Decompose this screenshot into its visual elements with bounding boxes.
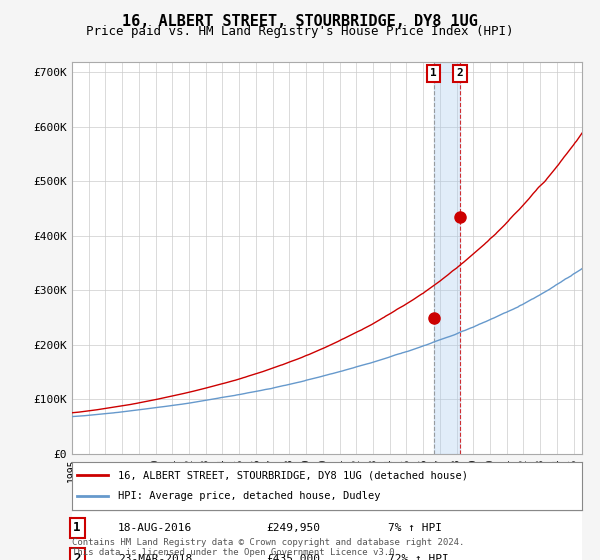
Text: 18-AUG-2016: 18-AUG-2016 (118, 523, 192, 533)
Text: Price paid vs. HM Land Registry's House Price Index (HPI): Price paid vs. HM Land Registry's House … (86, 25, 514, 38)
Text: 1: 1 (73, 521, 81, 534)
Text: 2: 2 (73, 552, 81, 560)
Bar (434, 62, 460, 454)
Text: 7% ↑ HPI: 7% ↑ HPI (388, 523, 442, 533)
Text: 23-MAR-2018: 23-MAR-2018 (118, 554, 192, 560)
Text: Contains HM Land Registry data © Crown copyright and database right 2024.
This d: Contains HM Land Registry data © Crown c… (72, 538, 464, 557)
Text: HPI: Average price, detached house, Dudley: HPI: Average price, detached house, Dudl… (118, 491, 380, 501)
Text: £249,950: £249,950 (266, 523, 320, 533)
Text: 2: 2 (457, 68, 463, 78)
Text: £435,000: £435,000 (266, 554, 320, 560)
Text: 72% ↑ HPI: 72% ↑ HPI (388, 554, 449, 560)
Text: 16, ALBERT STREET, STOURBRIDGE, DY8 1UG (detached house): 16, ALBERT STREET, STOURBRIDGE, DY8 1UG … (118, 470, 468, 480)
Text: 1: 1 (430, 68, 437, 78)
Text: 16, ALBERT STREET, STOURBRIDGE, DY8 1UG: 16, ALBERT STREET, STOURBRIDGE, DY8 1UG (122, 14, 478, 29)
